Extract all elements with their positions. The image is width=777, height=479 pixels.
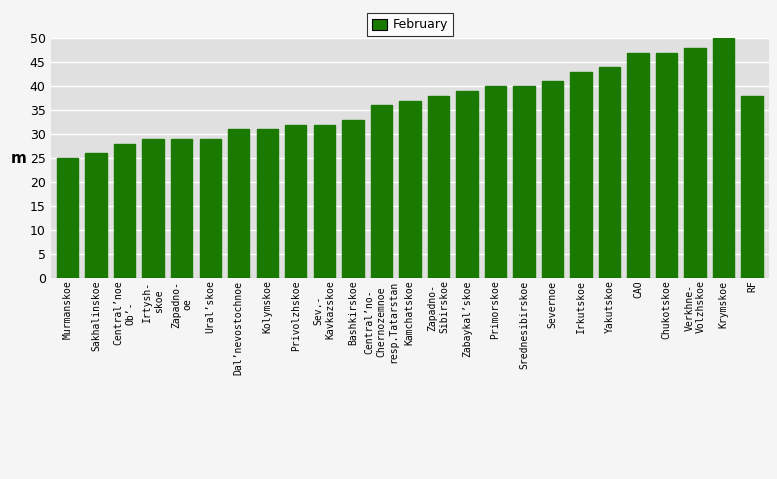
Bar xyxy=(456,91,478,278)
Legend: February: February xyxy=(367,13,453,36)
Bar xyxy=(713,38,734,278)
Bar xyxy=(427,96,449,278)
Bar xyxy=(656,53,678,278)
Bar xyxy=(514,86,535,278)
Bar xyxy=(741,96,763,278)
Bar xyxy=(85,153,106,278)
Bar xyxy=(114,144,135,278)
Bar xyxy=(485,86,506,278)
Bar xyxy=(228,129,249,278)
Bar xyxy=(285,125,306,278)
Bar xyxy=(685,48,706,278)
Bar xyxy=(200,139,221,278)
Y-axis label: m: m xyxy=(11,150,26,166)
Bar xyxy=(371,105,392,278)
Bar xyxy=(171,139,193,278)
Bar xyxy=(314,125,335,278)
Bar xyxy=(627,53,649,278)
Bar xyxy=(399,101,420,278)
Bar xyxy=(570,72,592,278)
Bar xyxy=(599,67,620,278)
Bar xyxy=(256,129,278,278)
Bar xyxy=(342,120,364,278)
Bar xyxy=(57,158,78,278)
Bar xyxy=(142,139,164,278)
Bar xyxy=(542,81,563,278)
